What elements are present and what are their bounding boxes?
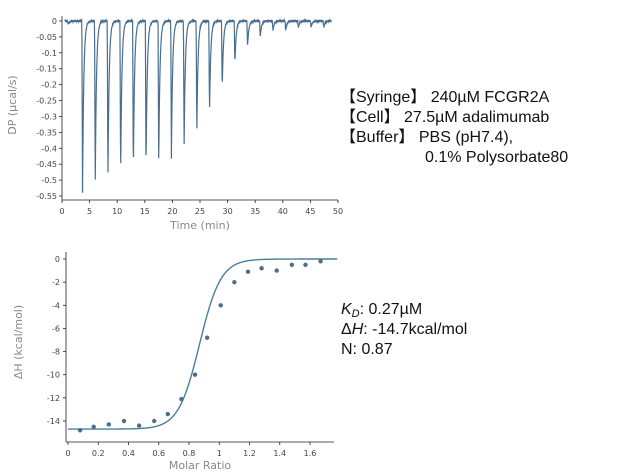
thermogram-y-tick-label: -0.25 [36,97,57,106]
dh-line: ΔH: -14.7kcal/mol [341,320,467,340]
cell-value: 27.5µM adalimumab [404,109,550,126]
thermogram-y-tick-label: -0.4 [41,144,57,153]
thermogram-y-tick-label: -0.55 [36,192,57,201]
isotherm-data-point [152,418,157,424]
isotherm-y-tick-label: -6 [52,324,60,333]
thermogram-x-tick-label: 20 [167,207,177,216]
isotherm-y-tick-label: -10 [47,371,60,380]
isotherm-y-tick-label: -8 [52,348,60,357]
cell-line: 【Cell】 27.5µM adalimumab [340,108,568,128]
isotherm-y-tick-label: -4 [52,301,60,310]
isotherm-data-point [91,424,96,429]
thermogram-x-tick-label: 50 [333,207,343,216]
kd-line: KD: 0.27µM [341,300,467,320]
isotherm-x-tick-label: 0.2 [92,449,105,458]
isotherm-data-point [165,411,171,417]
isotherm-x-tick-label: 0.4 [122,449,135,458]
isotherm-data-point [136,423,142,428]
thermogram-x-tick-label: 25 [195,207,205,216]
thermogram-panel: 0 5 10 15 20 25 30 35 40 45 50 0 -0.05 -0.1 -0.15 -0.2 -… [6,16,343,232]
fit-parameters: KD: 0.27µM ΔH: -14.7kcal/mol N: 0.87 [341,300,467,360]
buffer-label: 【Buffer】 [340,129,415,146]
kd-symbol: K [341,301,352,318]
isotherm-x-tick-label: 0.6 [152,449,165,458]
thermogram-y-tick-label: -0.2 [41,81,57,90]
isotherm-x-tick-label: 1.4 [273,449,286,458]
thermogram-x-tick-label: 40 [278,207,288,216]
isotherm-y-tick-label: -12 [47,394,60,403]
n-line: N: 0.87 [341,340,467,360]
isotherm-panel: 0 0.2 0.4 0.6 0.8 1 1.2 1.4 1.6 0 -2 -4 -6 -8 -10 -12 -1… [12,252,338,472]
isotherm-data-point [106,422,112,427]
n-value: N: 0.87 [341,341,393,358]
isotherm-data-point [121,418,127,424]
isotherm-y-tick-label: -14 [47,417,60,426]
thermogram-x-tick-label: 45 [305,207,315,216]
buffer-line-2: 0.1% Polysorbate80 [340,148,568,168]
thermogram-y-axis-label: DP (µcal/s) [6,75,19,134]
thermogram-y-tick-label: -0.3 [41,112,57,121]
isotherm-x-tick-label: 0.8 [183,449,196,458]
dh-symbol: H [351,321,364,338]
isotherm-data-point [289,262,295,267]
syringe-label: 【Syringe】 [340,89,427,106]
isotherm-data-point [274,268,279,273]
isotherm-data-point [179,396,184,402]
isotherm-data-point [192,372,198,377]
isotherm-x-tick-label: 0 [65,449,70,458]
isotherm-y-tick-label: -2 [52,278,60,287]
thermogram-y-tick-label: -0.35 [36,128,57,137]
thermogram-y-tick-label: -0.45 [36,160,57,169]
syringe-value: 240µM FCGR2A [430,89,550,106]
isotherm-data-point [232,279,237,285]
thermogram-x-tick-label: 35 [250,207,260,216]
thermogram-x-tick-label: 0 [59,207,64,216]
thermogram-x-tick-label: 30 [223,207,233,216]
isotherm-x-axis-label: Molar Ratio [169,459,232,472]
thermogram-y-tick-label: -0.5 [41,176,57,185]
kd-value: : 0.27µM [359,301,423,318]
isotherm-x-tick-label: 1.2 [243,449,256,458]
thermogram-x-tick-label: 15 [140,207,150,216]
thermogram-y-tick-label: -0.05 [36,33,57,42]
cell-label: 【Cell】 [340,109,400,126]
buffer-value: PBS (pH7.4), [418,129,514,146]
dh-prefix: Δ [341,321,352,338]
isotherm-data-point [77,428,83,433]
buffer-value-2: 0.1% Polysorbate80 [425,149,569,166]
kd-subscript: D [351,308,360,320]
isotherm-data-point [303,262,308,267]
fit-curve [68,258,338,430]
isotherm-x-tick-label: 1 [217,449,222,458]
thermogram-y-tick-label: -0.1 [41,49,57,58]
isotherm-data-point [259,266,264,271]
thermogram-x-axis-label: Time (min) [169,219,230,232]
isotherm-x-tick-label: 1.6 [304,449,317,458]
buffer-line: 【Buffer】 PBS (pH7.4), [340,128,568,148]
thermogram-x-tick-label: 5 [87,207,92,216]
isotherm-y-axis-label: ΔH (kcal/mol) [12,305,25,379]
experiment-conditions: 【Syringe】 240µM FCGR2A 【Cell】 27.5µM ada… [340,88,568,168]
thermogram-trace [64,17,332,193]
thermogram-x-tick-label: 10 [112,207,122,216]
isotherm-data-point [318,259,323,264]
dh-value: : -14.7kcal/mol [363,321,468,338]
syringe-line: 【Syringe】 240µM FCGR2A [340,88,568,108]
thermogram-y-tick-label: 0 [52,17,57,26]
isotherm-data-point [245,269,251,274]
isotherm-data-point [204,335,210,340]
isotherm-data-point [218,303,223,308]
thermogram-y-tick-label: -0.15 [36,65,57,74]
isotherm-y-tick-label: 0 [55,255,60,264]
